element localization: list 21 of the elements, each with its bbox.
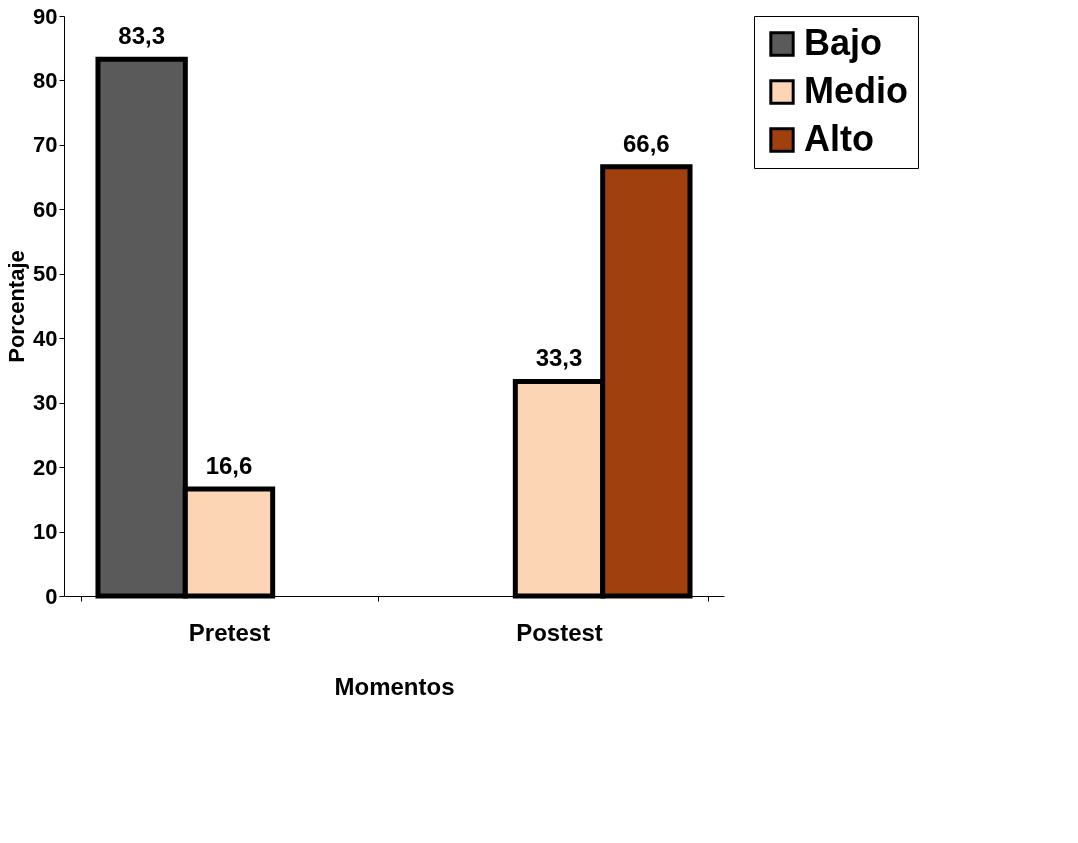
legend-label: Alto — [804, 118, 874, 159]
x-axis-title: Momentos — [334, 672, 455, 700]
legend-label: Bajo — [804, 22, 883, 63]
y-axis-title: Porcentaje — [4, 250, 30, 363]
y-tick-label: 70 — [33, 132, 58, 158]
data-label: 33,3 — [535, 344, 583, 372]
y-tick-label: 0 — [45, 583, 58, 609]
y-tick-label: 90 — [33, 3, 58, 29]
y-tick-label: 30 — [33, 390, 58, 416]
y-tick-label: 10 — [33, 519, 58, 545]
data-label: 83,3 — [118, 22, 166, 50]
legend-label: Medio — [804, 70, 908, 111]
y-tick-label: 80 — [33, 67, 58, 93]
y-tick-label: 20 — [33, 454, 58, 480]
x-tick-label: Postest — [516, 618, 603, 646]
data-label: 16,6 — [205, 452, 253, 480]
y-tick-label: 40 — [33, 325, 58, 351]
y-tick-label: 60 — [33, 196, 58, 222]
y-tick-label: 50 — [33, 261, 58, 287]
data-label: 66,6 — [622, 129, 670, 157]
x-tick-label: Pretest — [188, 618, 271, 646]
